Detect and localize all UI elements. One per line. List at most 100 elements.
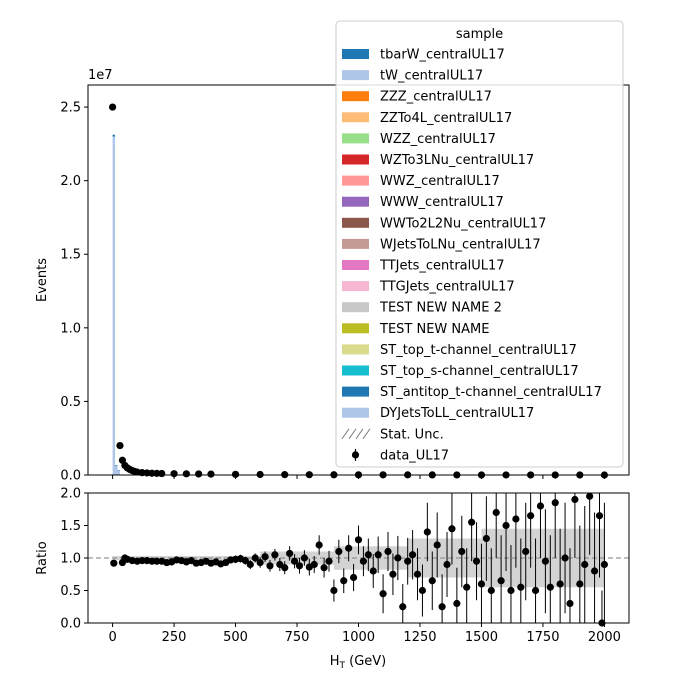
legend-label-18: Stat. Unc. [380, 427, 444, 442]
ratio-point-53 [369, 567, 377, 575]
ratio-point-86 [531, 586, 540, 595]
legend-label-12: TEST NEW NAME 2 [379, 301, 502, 316]
ratio-point-66 [433, 541, 441, 549]
legend: sample tbarW_centralUL17 tW_centralUL17 ZZ… [335, 20, 624, 468]
ratio-point-79 [497, 577, 505, 585]
ratio-point-84 [522, 547, 530, 556]
ratio-y-tick-label-1: 0.5 [60, 584, 81, 599]
ratio-point-54 [374, 551, 382, 559]
ratio-point-41 [310, 560, 318, 569]
ratio-point-6 [138, 557, 146, 565]
mc-bar-0-ST_antitop_t-channel_centralUL17 [112, 134, 116, 137]
legend-label-6: WWZ_centralUL17 [380, 174, 500, 189]
ratio-point-89 [546, 583, 554, 591]
main-x-ticks [112, 475, 605, 479]
ratio-point-72 [463, 583, 471, 591]
main-y-tick-label-3: 1.5 [60, 248, 81, 263]
ratio-point-31 [261, 553, 269, 561]
legend-label-14: ST_top_t-channel_centralUL17 [380, 343, 577, 358]
ratio-point-96 [581, 560, 589, 569]
ratio-y-axis-label: Ratio [35, 541, 50, 574]
ratio-point-52 [364, 551, 372, 559]
legend-title: sample [456, 27, 503, 42]
legend-swatch-13 [342, 323, 369, 334]
legend-swatch-0 [342, 49, 369, 59]
ratio-point-64 [423, 528, 431, 536]
mc-bar-1-ST_antitop_t-channel_centralUL17 [115, 465, 118, 467]
ratio-point-58 [394, 554, 402, 562]
ratio-point-97 [586, 492, 594, 500]
ratio-x-tick-label-6: 1500 [465, 630, 498, 645]
legend-label-3: ZZTo4L_centralUL17 [380, 111, 512, 126]
ratio-point-29 [251, 554, 259, 562]
ratio-point-62 [413, 570, 422, 578]
legend-hatch-line-3 [362, 428, 371, 440]
legend-swatch-9 [342, 238, 369, 249]
legend-label-4: WZZ_centralUL17 [380, 132, 496, 147]
legend-swatch-6 [342, 175, 369, 186]
mc-bar-2-ST_antitop_t-channel_centralUL17 [117, 470, 120, 471]
ratio-x-tick-label-5: 1250 [403, 630, 436, 645]
ratio-point-69 [448, 525, 456, 533]
legend-label-0: tbarW_centralUL17 [380, 48, 505, 63]
ratio-point-0 [110, 559, 118, 567]
legend-swatch-16 [342, 386, 369, 397]
ratio-point-39 [300, 554, 308, 562]
legend-swatch-4 [342, 133, 369, 144]
ratio-point-46 [335, 547, 343, 556]
main-y-tick-label-2: 1.0 [60, 321, 81, 336]
ratio-point-35 [281, 564, 289, 572]
ratio-point-98 [590, 567, 599, 575]
main-y-axis-label: Events [35, 258, 50, 302]
data-point-17 [207, 470, 215, 478]
ratio-point-85 [527, 512, 535, 520]
ratio-point-90 [551, 499, 559, 507]
ratio-point-94 [571, 495, 579, 504]
main-y-tick-label-1: 0.5 [60, 395, 81, 410]
ratio-point-30 [256, 558, 264, 567]
ratio-point-49 [349, 573, 358, 582]
ratio-y-tick-label-4: 2.0 [60, 487, 81, 502]
legend-swatch-8 [342, 217, 369, 228]
legend-hatch-line-1 [348, 428, 357, 440]
legend-swatch-7 [342, 196, 369, 207]
ratio-point-57 [389, 570, 397, 578]
main-y-tick-label-4: 2.0 [60, 174, 81, 189]
legend-label-9: WJetsToLNu_centralUL17 [380, 237, 541, 252]
mc-bar-2-DYJetsToLL_centralUL17 [117, 470, 120, 475]
legend-label-16: ST_antitop_t-channel_centralUL17 [380, 385, 602, 400]
ratio-point-43 [320, 564, 328, 572]
data-point-13 [158, 469, 166, 478]
legend-hatch-line-0 [341, 428, 350, 440]
mc-bar-1-DYJetsToLL_centralUL17 [115, 466, 118, 475]
legend-swatch-17 [342, 407, 369, 418]
ratio-point-77 [487, 586, 495, 595]
legend-swatch-2 [342, 91, 369, 102]
ratio-point-65 [428, 577, 436, 585]
ratio-point-82 [512, 515, 520, 523]
ratio-point-67 [438, 603, 446, 611]
ratio-x-tick-label-8: 2000 [588, 630, 621, 645]
main-y-ticks: 0.0 0.5 1.0 1.5 2.0 2.5 [60, 101, 88, 484]
legend-hatch-swatch [341, 428, 371, 440]
ratio-point-95 [576, 580, 584, 588]
mc-bar-0-DYJetsToLL_centralUL17 [112, 136, 116, 475]
ratio-point-48 [345, 544, 353, 552]
mc-stack [112, 134, 120, 475]
legend-label-8: WWTo2L2Nu_centralUL17 [380, 216, 546, 231]
ratio-y-ticks: 0.0 0.5 1.0 1.5 2.0 [60, 487, 88, 632]
ratio-point-32 [266, 562, 274, 570]
ratio-point-75 [477, 580, 486, 588]
ratio-point-88 [541, 557, 549, 565]
ratio-point-68 [443, 560, 451, 569]
legend-label-13: TEST NEW NAME [379, 322, 489, 337]
ratio-point-87 [536, 502, 545, 510]
legend-label-2: ZZZ_centralUL17 [380, 90, 492, 105]
ratio-point-91 [556, 580, 564, 588]
x-axis-label: HT (GeV) [330, 654, 387, 671]
legend-label-15: ST_top_s-channel_centralUL17 [380, 364, 579, 379]
legend-swatch-3 [342, 112, 369, 123]
ratio-point-56 [384, 547, 392, 556]
ratio-point-27 [241, 557, 249, 565]
ratio-point-101 [600, 560, 609, 569]
